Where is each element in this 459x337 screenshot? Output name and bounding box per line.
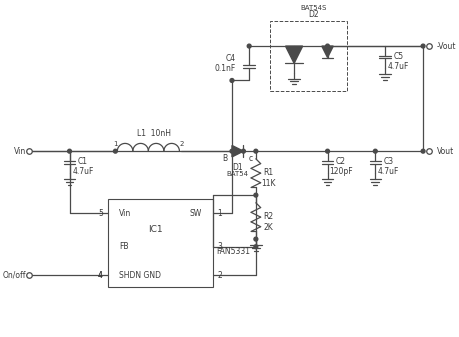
Text: SW: SW	[189, 209, 202, 218]
Text: FAN5331: FAN5331	[217, 247, 251, 256]
Circle shape	[421, 44, 425, 48]
Text: c: c	[248, 154, 252, 163]
Text: IC1: IC1	[148, 225, 163, 234]
Bar	[108, 199, 213, 287]
Text: 5: 5	[98, 209, 103, 218]
Circle shape	[254, 193, 258, 197]
Circle shape	[113, 149, 118, 153]
Text: D1: D1	[232, 163, 243, 172]
Text: Vin: Vin	[119, 209, 131, 218]
Text: 4: 4	[98, 271, 103, 280]
Text: BAT54: BAT54	[227, 171, 249, 177]
Polygon shape	[285, 46, 302, 63]
Text: On/off: On/off	[3, 271, 27, 280]
Circle shape	[254, 245, 258, 249]
Text: FB: FB	[119, 242, 129, 251]
Text: SHDN GND: SHDN GND	[119, 271, 161, 280]
Circle shape	[230, 149, 234, 153]
Polygon shape	[232, 146, 243, 157]
Text: C2
120pF: C2 120pF	[329, 157, 353, 176]
Circle shape	[325, 44, 330, 48]
Text: Vin: Vin	[14, 147, 27, 156]
Text: C3
4.7uF: C3 4.7uF	[378, 157, 399, 176]
Circle shape	[254, 149, 258, 153]
Text: R1
11K: R1 11K	[261, 168, 275, 188]
Text: 2: 2	[218, 271, 223, 280]
Circle shape	[241, 149, 246, 153]
Circle shape	[254, 237, 258, 241]
Bar	[270, 21, 347, 91]
Text: C1
4.7uF: C1 4.7uF	[72, 157, 94, 176]
Circle shape	[374, 149, 377, 153]
Text: 3: 3	[218, 242, 223, 251]
Circle shape	[421, 149, 425, 153]
Text: C4
0.1nF: C4 0.1nF	[214, 54, 236, 73]
Text: 1: 1	[218, 209, 223, 218]
Text: B: B	[222, 154, 227, 163]
Text: 1: 1	[113, 142, 118, 148]
Circle shape	[230, 79, 234, 82]
Text: C5
4.7uF: C5 4.7uF	[387, 52, 409, 71]
Text: Vout: Vout	[437, 147, 454, 156]
Text: L1  10nH: L1 10nH	[137, 129, 171, 139]
Polygon shape	[322, 46, 333, 58]
Text: 2: 2	[179, 142, 184, 148]
Text: 4: 4	[98, 271, 103, 280]
Circle shape	[247, 44, 251, 48]
Circle shape	[67, 149, 72, 153]
Text: -Vout: -Vout	[437, 41, 456, 51]
Text: D2: D2	[308, 10, 319, 19]
Circle shape	[325, 149, 330, 153]
Text: R2
2K: R2 2K	[263, 212, 274, 232]
Text: BAT54S: BAT54S	[300, 5, 326, 11]
